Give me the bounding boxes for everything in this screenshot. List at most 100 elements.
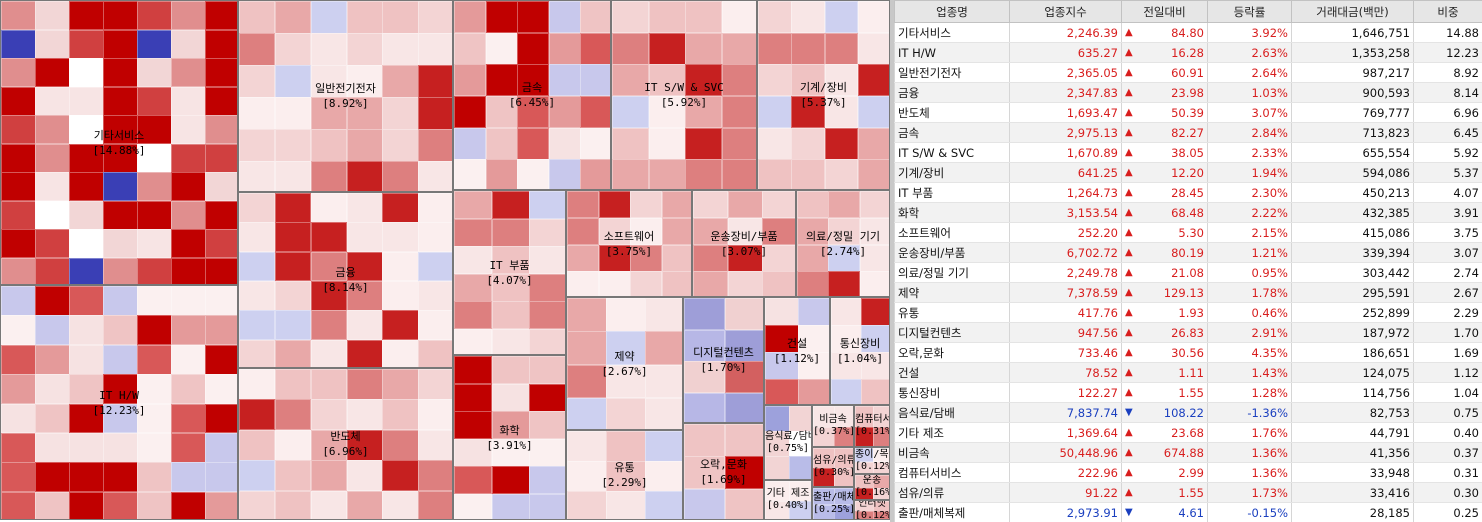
treemap-stock-cell[interactable] — [346, 65, 383, 98]
treemap-stock-cell[interactable] — [274, 33, 312, 66]
table-row[interactable]: 금융 2,347.83 ▲ 23.98 1.03% 900,593 8.14 — [894, 82, 1482, 103]
treemap-sector[interactable]: 종이/목재[0.12%] — [854, 447, 890, 474]
treemap-stock-cell[interactable] — [103, 172, 138, 201]
table-row[interactable]: 오락,문화 733.46 ▲ 30.56 4.35% 186,651 1.69 — [894, 342, 1482, 363]
treemap-stock-cell[interactable] — [797, 244, 829, 272]
treemap-stock-cell[interactable] — [239, 65, 276, 98]
table-row[interactable]: 제약 7,378.59 ▲ 129.13 1.78% 295,591 2.67 — [894, 282, 1482, 303]
treemap-stock-cell[interactable] — [171, 403, 206, 434]
treemap-stock-cell[interactable] — [274, 310, 312, 341]
treemap-stock-cell[interactable] — [789, 406, 811, 432]
treemap-stock-cell[interactable] — [382, 310, 419, 341]
treemap-stock-cell[interactable] — [454, 159, 487, 189]
treemap-stock-cell[interactable] — [418, 33, 452, 66]
treemap-sector[interactable]: 디지털컨텐츠 [1.70%] — [683, 297, 764, 423]
treemap-stock-cell[interactable] — [724, 392, 763, 422]
treemap-stock-cell[interactable] — [548, 159, 581, 189]
treemap-stock-cell[interactable] — [721, 1, 756, 34]
table-row[interactable]: 반도체 1,693.47 ▲ 50.39 3.07% 769,777 6.96 — [894, 102, 1482, 123]
treemap-stock-cell[interactable] — [418, 310, 452, 341]
treemap-stock-cell[interactable] — [274, 490, 312, 519]
treemap-stock-cell[interactable] — [1, 1, 36, 30]
treemap-stock-cell[interactable] — [274, 193, 312, 223]
treemap-stock-cell[interactable] — [1, 462, 36, 493]
treemap-sector[interactable]: 통신장비 [1.04%] — [830, 297, 890, 405]
treemap-stock-cell[interactable] — [517, 127, 550, 160]
treemap-stock-cell[interactable] — [762, 244, 795, 272]
treemap-stock-cell[interactable] — [205, 58, 237, 87]
treemap-stock-cell[interactable] — [684, 329, 725, 362]
treemap-stock-cell[interactable] — [798, 352, 829, 380]
treemap-stock-cell[interactable] — [382, 251, 419, 282]
treemap-stock-cell[interactable] — [828, 217, 861, 245]
treemap-stock-cell[interactable] — [310, 490, 347, 519]
treemap-stock-cell[interactable] — [454, 356, 493, 384]
treemap-stock-cell[interactable] — [684, 456, 725, 490]
table-row[interactable]: 금속 2,975.13 ▲ 82.27 2.84% 713,823 6.45 — [894, 122, 1482, 143]
treemap-stock-cell[interactable] — [310, 339, 347, 367]
treemap-sector[interactable]: 제약 [2.67%] — [566, 297, 683, 430]
treemap-stock-cell[interactable] — [454, 32, 487, 65]
treemap-stock-cell[interactable] — [661, 271, 691, 296]
treemap-stock-cell[interactable] — [274, 399, 312, 431]
treemap-stock-cell[interactable] — [1, 229, 36, 258]
treemap-stock-cell[interactable] — [1, 58, 36, 87]
treemap-stock-cell[interactable] — [239, 251, 276, 282]
treemap-stock-cell[interactable] — [69, 462, 104, 493]
treemap-stock-cell[interactable] — [454, 191, 493, 219]
treemap-stock-cell[interactable] — [205, 344, 237, 375]
treemap-stock-cell[interactable] — [35, 286, 70, 316]
treemap-stock-cell[interactable] — [310, 33, 347, 66]
treemap-stock-cell[interactable] — [606, 331, 646, 365]
treemap-stock-cell[interactable] — [382, 429, 419, 461]
treemap-stock-cell[interactable] — [859, 191, 889, 219]
treemap-stock-cell[interactable] — [382, 369, 419, 400]
table-row[interactable]: 일반전기전자 2,365.05 ▲ 60.91 2.64% 987,217 8.92 — [894, 62, 1482, 83]
treemap-stock-cell[interactable] — [517, 96, 550, 129]
treemap-sector[interactable]: 음식료/담배 [0.75%] — [764, 405, 812, 480]
treemap-stock-cell[interactable] — [693, 244, 729, 272]
treemap-stock-cell[interactable] — [137, 229, 172, 258]
treemap-stock-cell[interactable] — [310, 399, 347, 431]
treemap-stock-cell[interactable] — [824, 1, 859, 34]
treemap-stock-cell[interactable] — [548, 64, 581, 97]
treemap-stock-cell[interactable] — [491, 356, 530, 384]
treemap-stock-cell[interactable] — [103, 462, 138, 493]
treemap-stock-cell[interactable] — [418, 129, 452, 162]
treemap-stock-cell[interactable] — [724, 424, 763, 457]
treemap-stock-cell[interactable] — [685, 64, 722, 97]
treemap-stock-cell[interactable] — [661, 217, 691, 245]
treemap-stock-cell[interactable] — [797, 217, 829, 245]
treemap-sector[interactable]: 컴퓨터서비스[0.31%] — [854, 405, 890, 447]
treemap-stock-cell[interactable] — [491, 438, 530, 467]
treemap-stock-cell[interactable] — [382, 193, 419, 223]
treemap-stock-cell[interactable] — [721, 127, 756, 160]
treemap-stock-cell[interactable] — [762, 217, 795, 245]
treemap-stock-cell[interactable] — [382, 1, 419, 34]
treemap-stock-cell[interactable] — [791, 159, 825, 189]
treemap-stock-cell[interactable] — [517, 64, 550, 97]
treemap-stock-cell[interactable] — [491, 246, 530, 274]
table-row[interactable]: 기타 제조 1,369.64 ▲ 23.68 1.76% 44,791 0.40 — [894, 422, 1482, 443]
treemap-stock-cell[interactable] — [205, 1, 237, 30]
treemap-stock-cell[interactable] — [171, 462, 206, 493]
treemap-stock-cell[interactable] — [310, 460, 347, 492]
treemap-stock-cell[interactable] — [548, 1, 581, 34]
table-row[interactable]: 섬유/의류 91.22 ▲ 1.55 1.73% 33,416 0.30 — [894, 482, 1482, 503]
treemap-stock-cell[interactable] — [685, 96, 722, 129]
treemap-stock-cell[interactable] — [310, 281, 347, 311]
treemap-stock-cell[interactable] — [727, 271, 763, 296]
treemap-sector[interactable]: 출판/매체복제[0.25%] — [812, 487, 854, 520]
treemap-stock-cell[interactable] — [598, 191, 631, 219]
treemap-stock-cell[interactable] — [831, 298, 862, 326]
treemap-stock-cell[interactable] — [346, 222, 383, 253]
treemap-stock-cell[interactable] — [721, 32, 756, 65]
treemap-stock-cell[interactable] — [797, 191, 829, 219]
treemap-stock-cell[interactable] — [630, 191, 662, 219]
treemap-stock-cell[interactable] — [454, 383, 493, 412]
treemap-stock-cell[interactable] — [727, 217, 763, 245]
treemap-sector[interactable]: IT 부품 [4.07%] — [453, 190, 566, 355]
treemap-stock-cell[interactable] — [567, 217, 599, 245]
treemap-stock-cell[interactable] — [727, 244, 763, 272]
treemap-stock-cell[interactable] — [798, 379, 829, 404]
